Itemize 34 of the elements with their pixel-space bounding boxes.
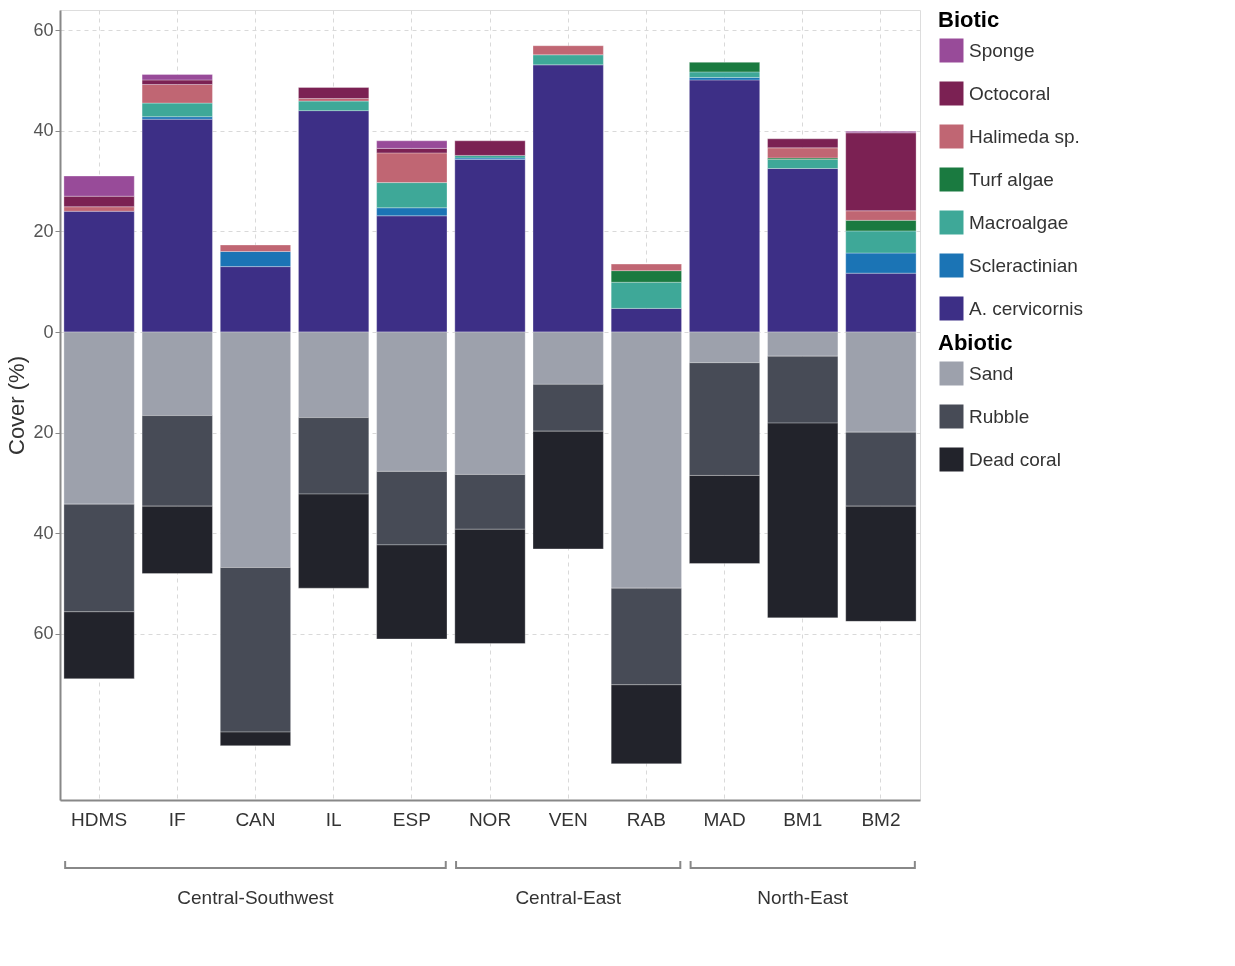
legend-label: Sand <box>969 362 1014 384</box>
text: Biotic <box>938 7 1000 32</box>
legend-label: Octocoral <box>969 82 1051 104</box>
y-tick-label: 60 <box>33 19 54 40</box>
x-tick-label: CAN <box>235 808 276 830</box>
legend-label: Macroalgae <box>969 211 1069 233</box>
legend-label: Turf algae <box>969 168 1054 190</box>
y-tick-label: 40 <box>33 120 54 141</box>
x-tick-label: ESP <box>392 808 431 830</box>
x-tick-label: MAD <box>703 808 746 830</box>
y-tick-label: 40 <box>33 522 54 543</box>
x-tick-label: NOR <box>468 808 512 830</box>
legend-label: Scleractinian <box>969 254 1078 276</box>
y-axis-title: Cover (%) <box>4 355 30 456</box>
legend-label: Dead coral <box>969 448 1061 470</box>
x-tick-label: HDMS <box>71 808 128 830</box>
x-tick-label: IF <box>168 808 186 830</box>
x-tick-label: IL <box>325 808 342 830</box>
text: North-East <box>757 887 849 908</box>
x-tick-label: BM1 <box>783 808 823 830</box>
legend-label: A. cervicornis <box>969 297 1084 319</box>
x-tick-label: VEN <box>548 808 588 830</box>
legend-label: Rubble <box>969 405 1030 427</box>
x-tick-label: RAB <box>626 808 666 830</box>
y-tick-label: 20 <box>33 220 54 241</box>
y-tick-label: 20 <box>33 422 54 443</box>
x-tick-label: BM2 <box>861 808 901 830</box>
y-tick-label: 60 <box>33 623 54 644</box>
text: Central-East <box>515 887 622 908</box>
legend-label: Halimeda sp. <box>969 125 1080 147</box>
y-tick-label: 0 <box>43 321 54 342</box>
text: Abiotic <box>938 330 1013 355</box>
legend-label: Sponge <box>969 39 1035 61</box>
text: Central-Southwest <box>177 887 335 908</box>
